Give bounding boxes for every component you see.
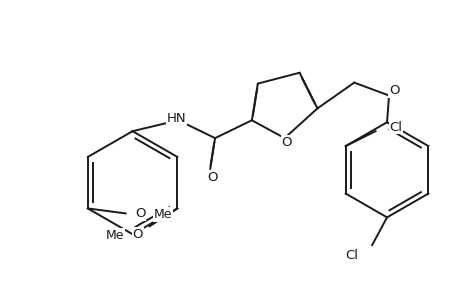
Text: O: O (135, 207, 146, 220)
Text: O: O (132, 228, 143, 241)
Text: O: O (388, 84, 398, 97)
Text: Me: Me (153, 208, 172, 221)
Text: HN: HN (166, 112, 186, 125)
Text: Me: Me (106, 229, 124, 242)
Text: Cl: Cl (389, 121, 402, 134)
Text: O: O (207, 171, 217, 184)
Text: O: O (281, 136, 291, 148)
Text: Cl: Cl (344, 248, 358, 262)
